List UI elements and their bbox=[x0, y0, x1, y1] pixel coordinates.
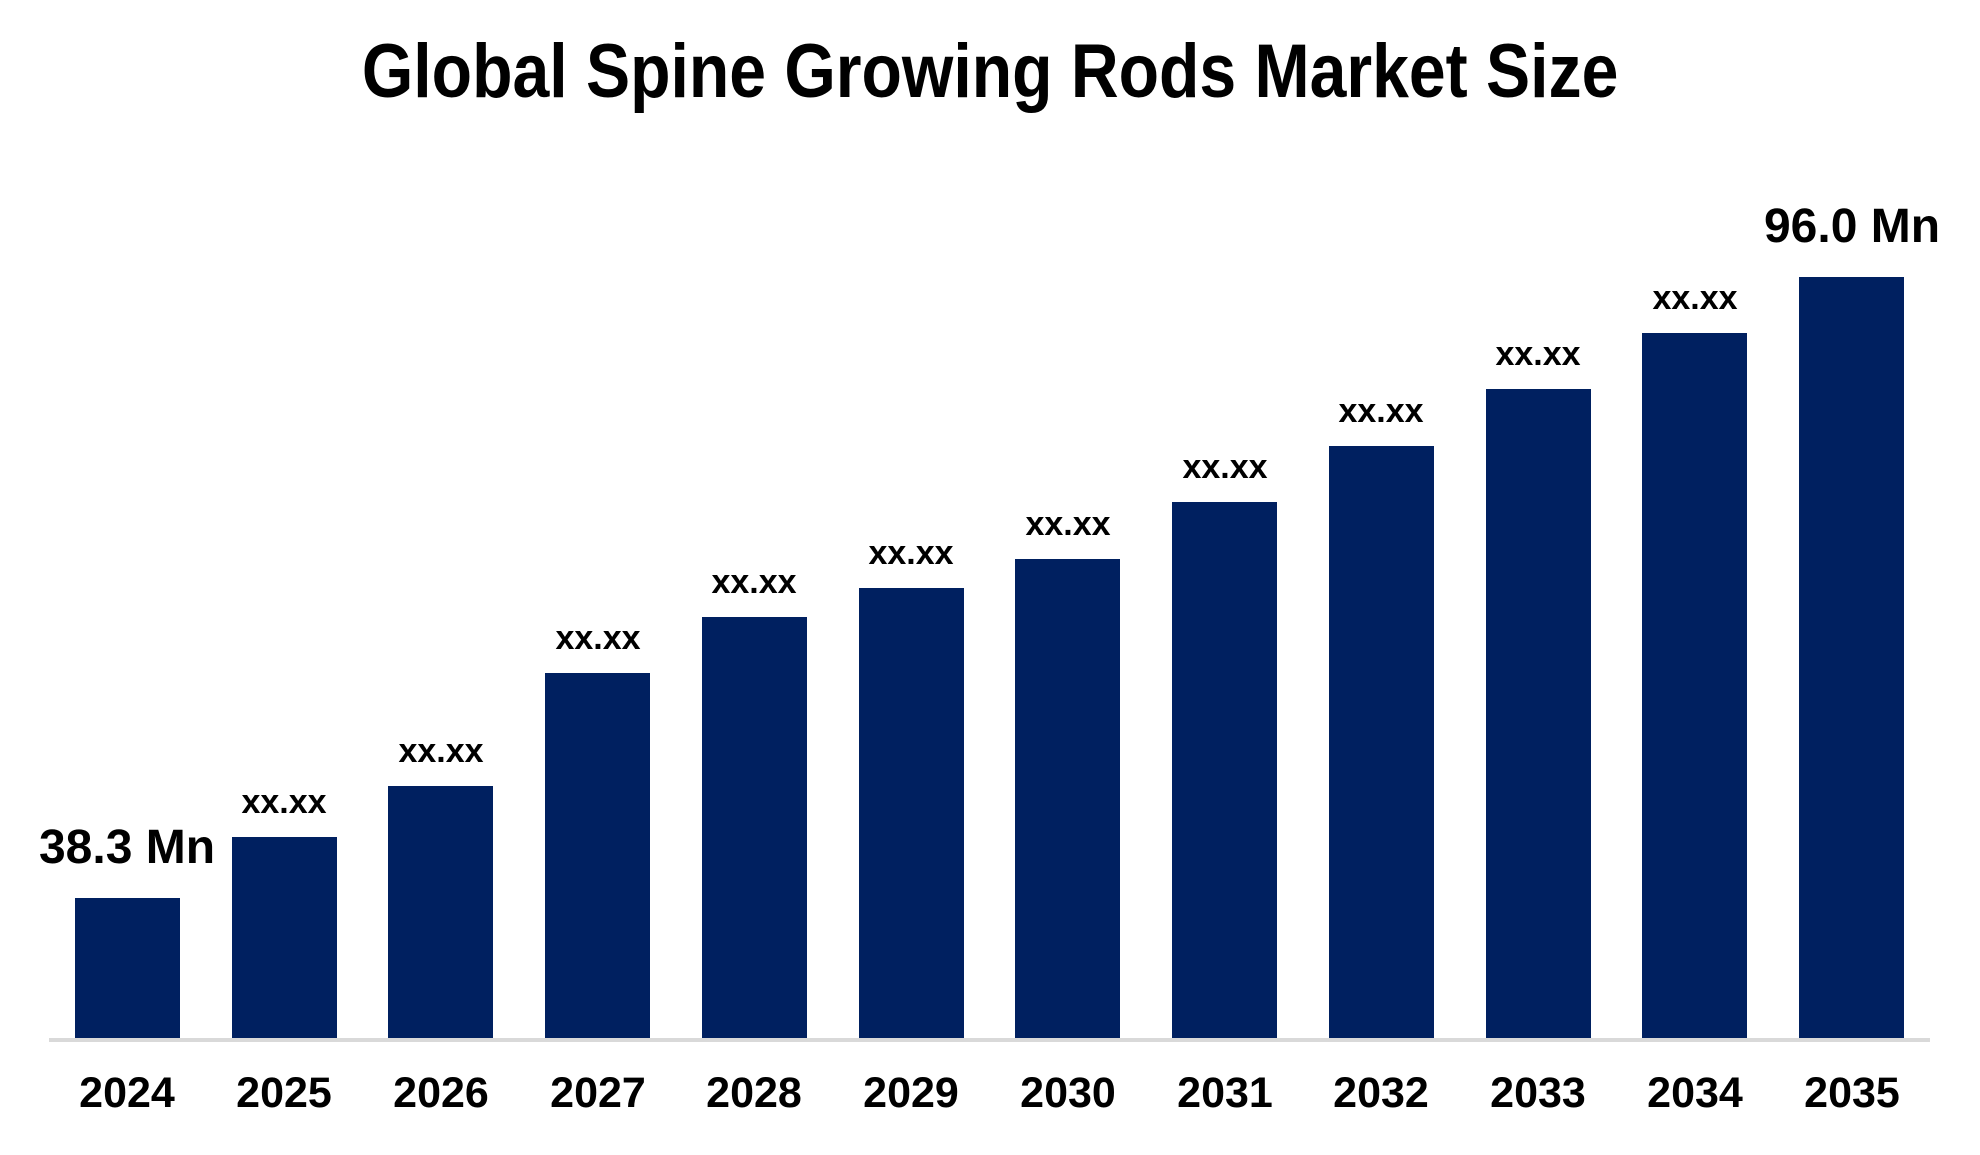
bar bbox=[1799, 277, 1904, 1038]
bar-value-label: xx.xx bbox=[1652, 279, 1738, 317]
x-axis-line bbox=[49, 1038, 1930, 1042]
x-axis-tick-label: 2031 bbox=[1177, 1069, 1273, 1117]
x-axis-tick-label: 2028 bbox=[706, 1069, 802, 1117]
x-axis-tick-label: 2030 bbox=[1020, 1069, 1116, 1117]
bar-value-label: xx.xx bbox=[398, 732, 484, 770]
bar bbox=[1642, 333, 1747, 1038]
bar bbox=[859, 588, 964, 1038]
x-axis-tick-label: 2029 bbox=[863, 1069, 959, 1117]
bar bbox=[1329, 446, 1434, 1038]
bar-value-label: xx.xx bbox=[241, 783, 327, 821]
bar bbox=[1015, 559, 1120, 1038]
bar bbox=[702, 617, 807, 1038]
x-axis-tick-label: 2035 bbox=[1804, 1069, 1900, 1117]
bar-value-label: xx.xx bbox=[1338, 392, 1424, 430]
bar bbox=[1172, 502, 1277, 1038]
x-axis-tick-label: 2032 bbox=[1333, 1069, 1429, 1117]
x-axis-tick-label: 2024 bbox=[79, 1069, 175, 1117]
bar-value-label: xx.xx bbox=[711, 563, 797, 601]
bar bbox=[232, 837, 337, 1038]
bar-value-label: xx.xx bbox=[1495, 335, 1581, 373]
bar-value-label: 38.3 Mn bbox=[38, 821, 216, 874]
bar-value-label: xx.xx bbox=[1182, 448, 1268, 486]
bar bbox=[388, 786, 493, 1038]
x-axis-tick-label: 2025 bbox=[236, 1069, 332, 1117]
x-axis-tick-label: 2026 bbox=[393, 1069, 489, 1117]
bar bbox=[75, 898, 180, 1038]
chart-title-text: Global Spine Growing Rods Market Size bbox=[361, 29, 1619, 114]
bar bbox=[545, 673, 650, 1038]
bar-value-label: xx.xx bbox=[555, 619, 641, 657]
bar-value-label: xx.xx bbox=[868, 534, 954, 572]
x-axis-tick-label: 2027 bbox=[550, 1069, 646, 1117]
bar bbox=[1486, 389, 1591, 1038]
bar-value-label: xx.xx bbox=[1025, 505, 1111, 543]
bar-value-label: 96.0 Mn bbox=[1763, 200, 1941, 253]
x-axis-tick-label: 2033 bbox=[1490, 1069, 1586, 1117]
chart-title: Global Spine Growing Rods Market Size bbox=[0, 28, 1980, 115]
x-axis-tick-label: 2034 bbox=[1647, 1069, 1743, 1117]
